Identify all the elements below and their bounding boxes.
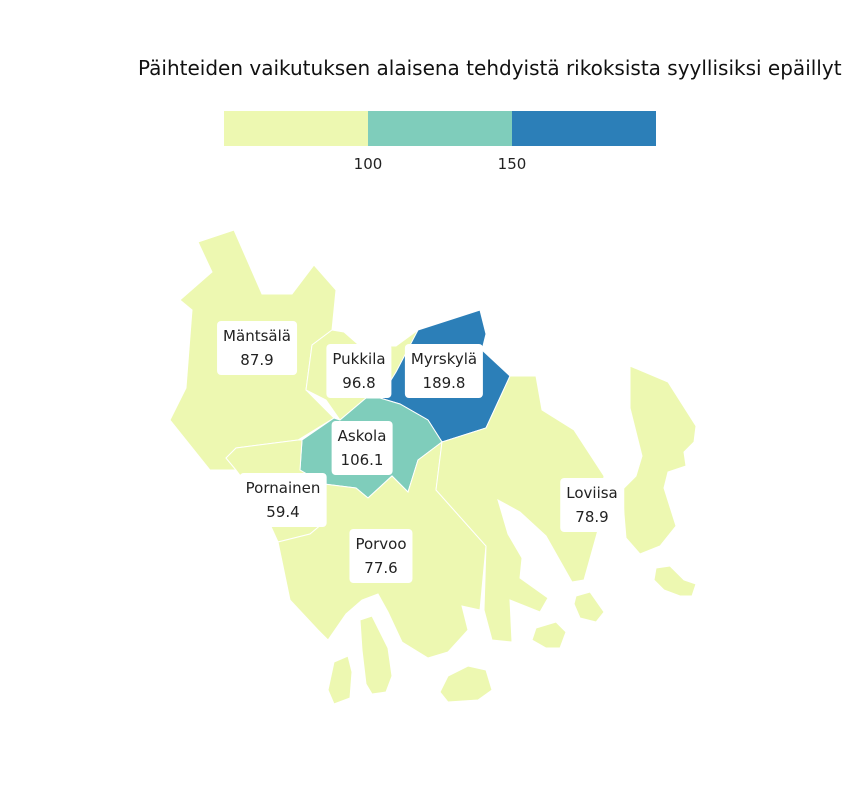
region-value: 87.9 [240,351,274,369]
region-name: Pornainen [245,479,321,497]
region-value: 189.8 [422,374,466,392]
region-value: 59.4 [266,503,300,521]
legend-tick-100: 100 [353,155,383,173]
region-name: Loviisa [566,484,618,502]
region-value: 78.9 [575,508,609,526]
region-porvoo-island [327,655,353,705]
region-loviisa-island [653,565,697,597]
region-value: 106.1 [340,451,384,469]
region-loviisa-island [531,621,567,649]
region-value: 77.6 [364,559,398,577]
map-label-pukkila: Pukkila 96.8 [326,344,392,398]
region-name: Porvoo [355,535,407,553]
region-porvoo-island [439,665,493,703]
legend-swatch-mid [368,111,512,146]
region-name: Myrskylä [410,350,478,368]
map-label-myrskyla: Myrskylä 189.8 [404,344,484,398]
map-label-loviisa: Loviisa 78.9 [560,478,624,532]
region-name: Askola [337,427,387,445]
region-name: Mäntsälä [223,327,291,345]
region-name: Pukkila [332,350,386,368]
legend-swatch-high [512,111,656,146]
legend-tick-150: 150 [497,155,527,173]
map-title: Päihteiden vaikutuksen alaisena tehdyist… [138,56,842,80]
region-loviisa-island [573,591,605,623]
legend-swatch-low [224,111,368,146]
region-porvoo-island [359,615,393,695]
map-label-mantsala: Mäntsälä 87.9 [217,321,297,375]
map-label-askola: Askola 106.1 [331,421,393,475]
map-label-pornainen: Pornainen 59.4 [239,473,327,527]
map-label-porvoo: Porvoo 77.6 [349,529,413,583]
region-value: 96.8 [342,374,376,392]
color-legend [224,111,656,146]
